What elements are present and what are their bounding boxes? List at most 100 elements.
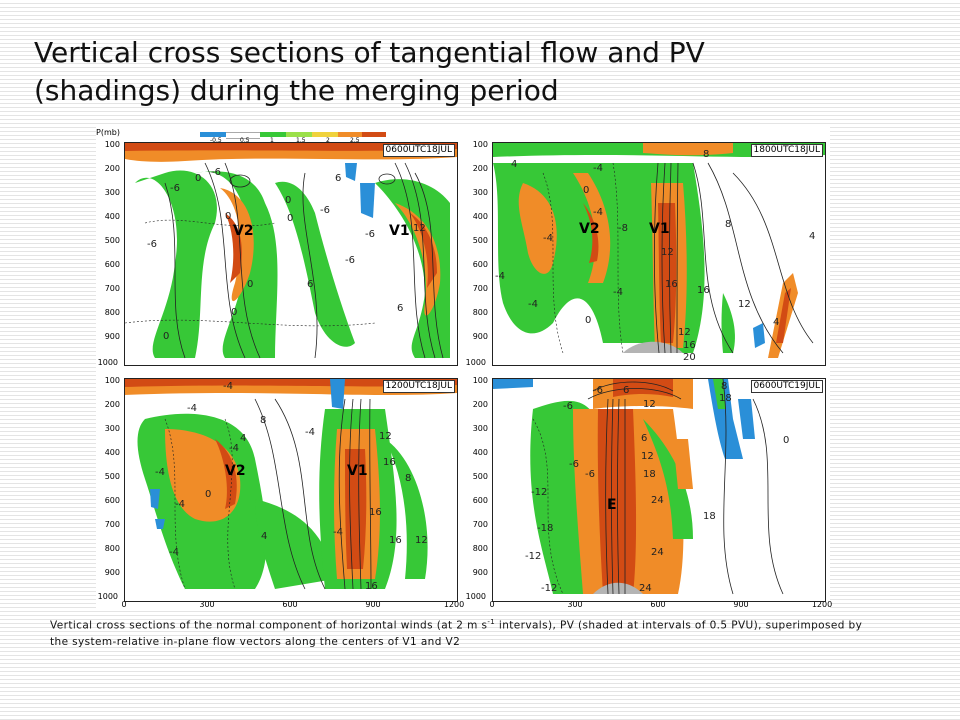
y-tick: 1000 [97,592,118,601]
y-tick: 400 [472,212,488,221]
panel-time-label: 0600UTC19JUL [750,380,823,393]
y-tick: 600 [104,496,120,505]
contour-label: -18 [537,523,553,534]
x-tick: 900 [733,600,749,609]
y-tick: 700 [472,284,488,293]
contour-label: 20 [683,352,696,363]
y-tick: 900 [472,568,488,577]
contour-label: 8 [725,219,731,230]
y-tick: 800 [104,544,120,553]
panel-time-label: 0600UTC18JUL [382,144,455,157]
contour-label: 4 [261,531,267,542]
contour-label: -6 [585,469,595,480]
vortex-label-v2: V2 [225,463,246,479]
contour-label: 0 [163,331,169,342]
figure-caption: Vertical cross sections of the normal co… [50,614,880,650]
contour-label: -6 [170,183,180,194]
contour-label: -6 [563,401,573,412]
x-tick: 1200 [443,600,465,609]
y-tick: 500 [104,236,120,245]
cross-section-figure: P(mb) -0.5 0.5 1 1.5 2 2.5 100 200 300 4… [96,126,832,610]
contour-label: -8 [618,223,628,234]
contour-label: -4 [187,403,197,414]
contour-label: -4 [175,499,185,510]
y-tick: 200 [104,164,120,173]
contour-label: 6 [307,279,313,290]
contour-label: 4 [809,231,815,242]
contour-label: 0 [583,185,589,196]
contour-label: 4 [240,433,246,444]
contour-label: 8 [405,473,411,484]
contour-label: 16 [697,285,710,296]
panel-plot: 4 -4 8 0 -4 -8 12 -4 8 4 -4 16 16 12 -4 … [493,143,825,363]
contour-label: 0 [783,435,789,446]
contour-label: 0 [195,173,201,184]
contour-label: 16 [665,279,678,290]
y-tick: 600 [104,260,120,269]
contour-label: -4 [305,427,315,438]
y-tick: 400 [472,448,488,457]
contour-label: -4 [333,527,343,538]
vortex-label-v1: V1 [347,463,368,479]
y-tick: 200 [104,400,120,409]
contour-label: 0 [285,195,291,206]
y-tick: 1000 [465,358,486,367]
contour-label: 24 [651,495,664,506]
contour-label: 12 [415,535,428,546]
y-tick: 900 [472,332,488,341]
colorbar-seg-lightgreen [286,132,312,137]
caption-text-1: Vertical cross sections of the normal co… [50,619,488,632]
contour-label: 4 [773,317,779,328]
contour-label: 16 [683,340,696,351]
vortex-label-v2: V2 [233,223,254,239]
y-tick: 900 [104,332,120,341]
colorbar-seg-white [226,132,260,139]
contour-label: -4 [528,299,538,310]
y-tick: 700 [472,520,488,529]
caption-superscript: -1 [487,618,496,626]
y-tick: 400 [104,448,120,457]
y-tick: 600 [472,260,488,269]
contour-label: -6 [320,205,330,216]
y-tick: 200 [472,164,488,173]
contour-label: 12 [678,327,691,338]
y-tick: 500 [472,236,488,245]
easterly-label-e: E [607,497,617,513]
contour-label: 24 [651,547,664,558]
contour-label: 6 [623,385,629,396]
y-tick: 300 [472,424,488,433]
y-tick: 300 [472,188,488,197]
contour-label: -6 [593,385,603,396]
slide-title: Vertical cross sections of tangential fl… [34,34,914,110]
y-tick: 700 [104,284,120,293]
contour-label: 4 [511,159,517,170]
y-tick: 300 [104,424,120,433]
panel-1800utc18jul: 4 -4 8 0 -4 -8 12 -4 8 4 -4 16 16 12 -4 … [492,142,826,366]
title-line-2: (shadings) during the merging period [34,74,559,107]
colorbar-seg-yellow [312,132,338,137]
contour-label: 0 [205,489,211,500]
y-tick: 800 [472,544,488,553]
contour-label: 18 [719,393,732,404]
contour-label: -12 [525,551,541,562]
pv-colorbar: -0.5 0.5 1 1.5 2 2.5 [200,132,386,146]
colorbar-tick: 0.5 [240,137,250,144]
contour-label: 0 [247,279,253,290]
contour-label: 6 [641,433,647,444]
y-tick: 1000 [465,592,486,601]
contour-label: -6 [345,255,355,266]
contour-label: 18 [703,511,716,522]
panel-plot: -6 -6 6 -6 0 -6 0 0 -6 12 -6 0 6 6 0 0 0 [125,143,457,359]
vortex-label-v2: V2 [579,221,600,237]
contour-label: 16 [389,535,402,546]
y-tick: 200 [472,400,488,409]
contour-label: -4 [593,163,603,174]
y-tick: 700 [104,520,120,529]
contour-label: 0 [585,315,591,326]
y-tick: 900 [104,568,120,577]
contour-label: 0 [287,213,293,224]
y-tick: 100 [472,140,488,149]
y-tick: 1000 [97,358,118,367]
y-tick: 500 [472,472,488,481]
colorbar-tick: 2.5 [350,137,360,144]
